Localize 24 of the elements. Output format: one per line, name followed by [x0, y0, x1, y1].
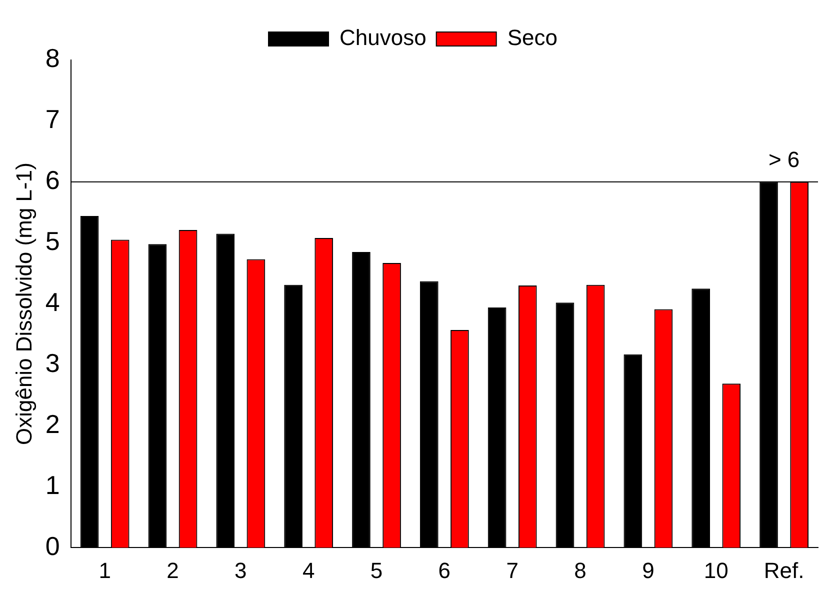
y-tick-label: 3 [45, 348, 60, 378]
x-tick-label: 5 [370, 558, 383, 583]
x-tick-label: 2 [166, 558, 179, 583]
y-tick-label: 0 [45, 530, 60, 561]
y-tick-label: 5 [45, 226, 60, 256]
x-tick-label: 7 [506, 558, 518, 583]
y-tick-label: 4 [45, 286, 60, 317]
y-tick-label: 8 [45, 43, 60, 74]
annotation: > 6 [768, 146, 800, 172]
x-tick-label: 8 [574, 558, 586, 583]
y-tick-label: 1 [45, 470, 60, 500]
x-tick-label: 1 [98, 558, 111, 583]
y-tick-label: 2 [45, 408, 60, 439]
x-tick-label: 10 [704, 558, 728, 583]
legend-label: Seco [507, 25, 558, 50]
y-axis-title: Oxigênio Dissolvido (mg L-1) [11, 162, 36, 446]
x-tick-label: 3 [234, 558, 247, 583]
x-tick-label: 9 [642, 558, 654, 583]
y-tick-label: 7 [45, 104, 60, 134]
x-tick-label: 4 [302, 558, 315, 583]
y-tick-label: 6 [45, 165, 60, 196]
x-tick-label: Ref. [764, 558, 804, 583]
x-tick-label: 6 [438, 558, 451, 583]
legend-label: Chuvoso [340, 25, 426, 50]
